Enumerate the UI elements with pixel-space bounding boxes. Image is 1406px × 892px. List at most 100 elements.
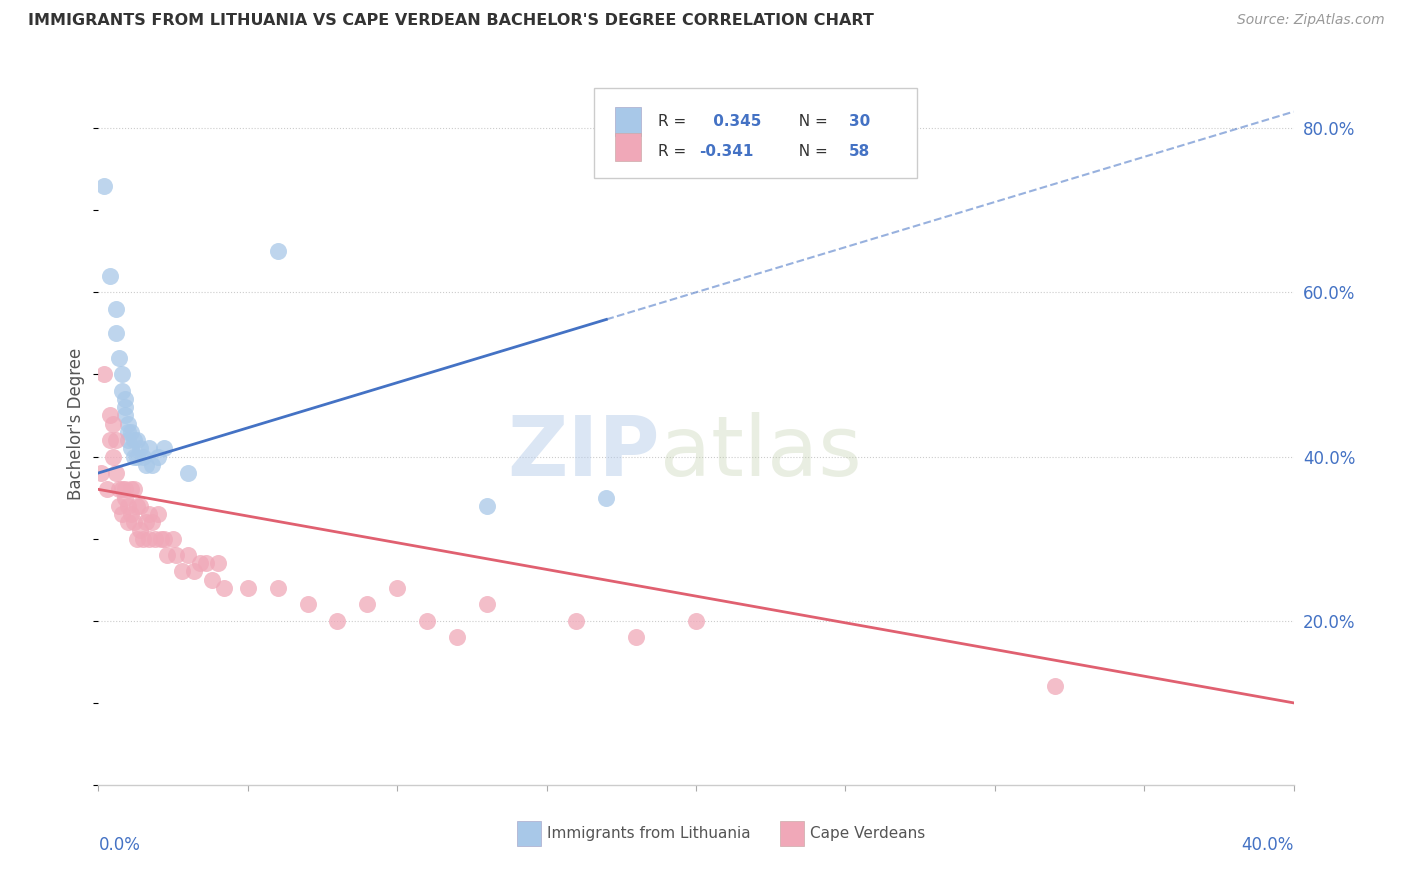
Point — [177, 466, 200, 480]
Point — [212, 581, 235, 595]
Point — [165, 548, 187, 562]
Point — [108, 483, 131, 497]
Text: Cape Verdeans: Cape Verdeans — [810, 826, 925, 841]
Point — [129, 442, 152, 456]
Text: N =: N = — [789, 114, 832, 129]
Point — [111, 384, 134, 398]
Point — [96, 483, 118, 497]
Point — [195, 556, 218, 570]
Point — [103, 450, 125, 464]
Point — [127, 450, 149, 464]
Point — [138, 507, 160, 521]
Point — [124, 450, 146, 464]
Text: N =: N = — [789, 144, 832, 159]
Text: Source: ZipAtlas.com: Source: ZipAtlas.com — [1237, 13, 1385, 28]
Point — [297, 598, 319, 612]
Point — [135, 458, 157, 472]
Point — [267, 581, 290, 595]
Text: 0.345: 0.345 — [709, 114, 761, 129]
Point — [98, 409, 122, 423]
Point — [132, 450, 155, 464]
Point — [135, 515, 157, 529]
Point — [114, 409, 136, 423]
Point — [117, 425, 139, 439]
Text: ZIP: ZIP — [508, 412, 661, 493]
Point — [127, 433, 149, 447]
Point — [177, 548, 200, 562]
Y-axis label: Bachelor's Degree: Bachelor's Degree — [67, 348, 86, 500]
Point — [141, 458, 163, 472]
Point — [207, 556, 229, 570]
Text: 40.0%: 40.0% — [1241, 836, 1294, 854]
Point — [162, 532, 184, 546]
Text: 30: 30 — [849, 114, 870, 129]
Point — [124, 515, 146, 529]
Point — [108, 351, 131, 365]
Point — [385, 581, 409, 595]
Point — [124, 483, 146, 497]
Point — [172, 565, 194, 579]
Point — [114, 392, 136, 406]
Point — [114, 401, 136, 415]
Point — [446, 630, 468, 644]
Bar — [517, 821, 541, 847]
Point — [105, 326, 128, 341]
Bar — [614, 133, 641, 161]
Point — [98, 268, 122, 283]
Point — [138, 532, 160, 546]
Point — [153, 532, 176, 546]
FancyBboxPatch shape — [595, 87, 917, 178]
Bar — [614, 107, 641, 136]
Point — [120, 483, 142, 497]
Point — [153, 442, 176, 456]
Point — [120, 442, 142, 456]
Point — [114, 483, 136, 497]
Point — [129, 499, 152, 513]
Point — [105, 466, 128, 480]
Point — [117, 499, 139, 513]
Point — [356, 598, 378, 612]
Point — [183, 565, 205, 579]
Point — [105, 301, 128, 316]
Point — [1043, 680, 1066, 694]
Point — [626, 630, 648, 644]
Point — [105, 433, 128, 447]
Point — [90, 466, 112, 480]
Point — [114, 491, 136, 505]
Point — [141, 515, 163, 529]
Point — [111, 483, 134, 497]
Point — [685, 614, 707, 628]
Point — [108, 499, 131, 513]
Point — [111, 368, 134, 382]
Point — [475, 499, 498, 513]
Point — [143, 532, 166, 546]
Point — [127, 499, 149, 513]
Point — [188, 556, 211, 570]
Text: 0.0%: 0.0% — [98, 836, 141, 854]
Point — [103, 417, 125, 431]
Text: R =: R = — [658, 144, 690, 159]
Point — [127, 532, 149, 546]
Point — [93, 368, 115, 382]
Text: -0.341: -0.341 — [700, 144, 754, 159]
Point — [98, 433, 122, 447]
Point — [565, 614, 588, 628]
Point — [416, 614, 439, 628]
Point — [148, 450, 170, 464]
Text: Immigrants from Lithuania: Immigrants from Lithuania — [547, 826, 751, 841]
Point — [117, 515, 139, 529]
Point — [129, 524, 152, 538]
Point — [236, 581, 259, 595]
Point — [148, 507, 170, 521]
Bar — [779, 821, 804, 847]
Point — [111, 507, 134, 521]
Point — [120, 425, 142, 439]
Point — [267, 244, 290, 259]
Point — [124, 433, 146, 447]
Text: 58: 58 — [849, 144, 870, 159]
Point — [120, 507, 142, 521]
Point — [93, 178, 115, 193]
Point — [138, 442, 160, 456]
Point — [132, 532, 155, 546]
Point — [326, 614, 349, 628]
